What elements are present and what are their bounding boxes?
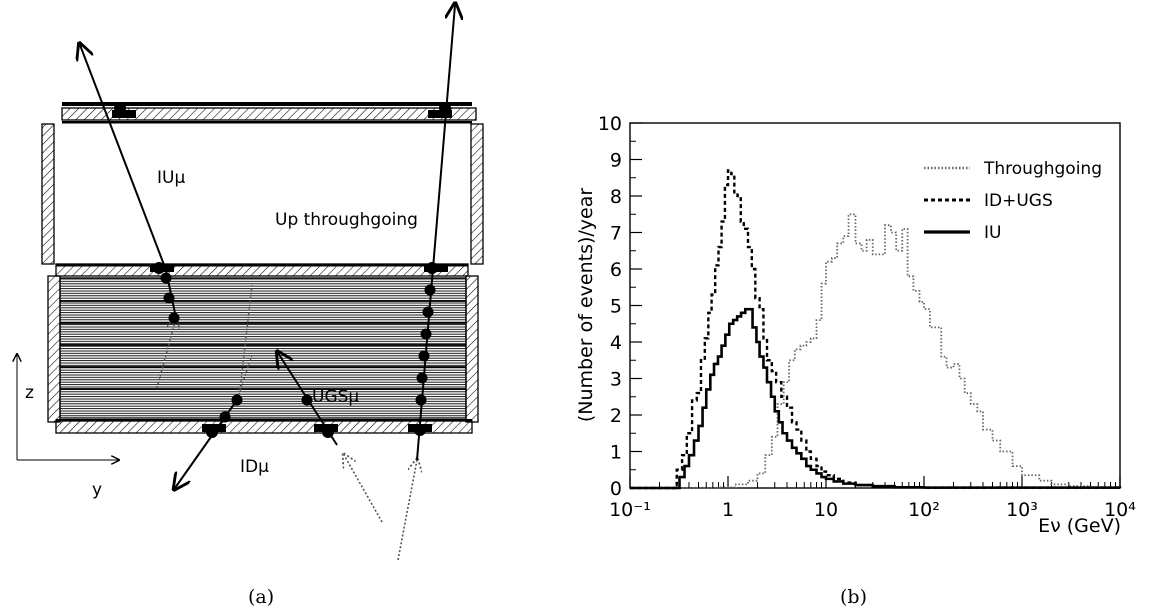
hit-dot	[231, 394, 243, 406]
y-tick-label: 9	[610, 150, 622, 172]
legend-label: ID+UGS	[984, 191, 1053, 211]
hit-dot	[439, 102, 451, 114]
top-bar-thick	[62, 102, 472, 106]
chart-ticks: 0 1 2 3 4 5 6 7 8 9 10 10⁻¹ 1 10 10² 10³ 10⁴	[598, 113, 1136, 521]
x-tick-label: 10	[814, 499, 838, 521]
legend-label: Throughgoing	[983, 159, 1102, 179]
x-tick-label: 10⁻¹	[609, 499, 651, 521]
energy-spectrum-chart: 0 1 2 3 4 5 6 7 8 9 10 10⁻¹ 1 10 10² 10³ 10⁴ Throughgoin…	[575, 113, 1136, 537]
hit-dot	[420, 328, 432, 340]
x-axis-label: Eν (GeV)	[1038, 515, 1121, 537]
left-upper-scintillator	[41, 123, 55, 265]
hit-dot	[416, 372, 428, 384]
series-iu	[630, 307, 1122, 490]
incoming-neutrino-right	[397, 460, 417, 561]
hit-dot	[168, 312, 180, 324]
x-tick-label: 10⁴	[1104, 499, 1136, 521]
x-tick-label: 10³	[1006, 499, 1038, 521]
bottom-bar	[56, 419, 472, 422]
absorber-lines	[60, 300, 466, 390]
hit-dot	[418, 350, 430, 362]
panel-a-caption: (a)	[248, 586, 275, 608]
y-tick-label: 3	[610, 369, 622, 391]
label-axis-z: z	[25, 383, 34, 403]
hit-dot	[414, 424, 426, 436]
track-up-throughgoing	[397, 5, 455, 561]
label-ugs-mu: UGSμ	[312, 387, 359, 407]
track-id	[175, 354, 253, 488]
label-up-throughgoing: Up throughgoing	[275, 210, 418, 230]
y-tick-label: 8	[610, 186, 622, 208]
hit-dot	[163, 292, 175, 304]
hit-dot	[301, 394, 313, 406]
interaction-dotted-left	[156, 318, 176, 389]
y-tick-label: 7	[610, 223, 622, 245]
x-tick-label: 1	[722, 499, 734, 521]
hit-dot	[322, 426, 334, 438]
muon-track-right	[416, 5, 455, 461]
top-bar-thin	[62, 121, 472, 124]
y-tick-label: 0	[610, 478, 622, 500]
hit-dot	[426, 262, 438, 274]
top-scintillator	[61, 107, 477, 121]
y-tick-label: 1	[610, 442, 622, 464]
chart-legend: Throughgoing ID+UGS IU	[924, 159, 1102, 243]
y-tick-label: 10	[598, 113, 622, 135]
y-tick-label: 6	[610, 259, 622, 281]
series-id-ugs	[630, 169, 1122, 490]
hit-marker	[428, 110, 452, 118]
left-lower-scintillator	[47, 275, 61, 423]
label-id-mu: IDμ	[240, 457, 269, 477]
legend-label: IU	[984, 223, 1001, 243]
hit-dot	[206, 426, 218, 438]
hit-dot	[153, 262, 165, 274]
hit-dot	[422, 306, 434, 318]
track-iu	[80, 45, 180, 389]
track-ugs	[278, 353, 383, 523]
y-tick-label: 4	[610, 332, 622, 354]
chart-series	[630, 169, 1122, 490]
right-upper-scintillator	[470, 123, 484, 265]
hit-marker	[112, 110, 136, 118]
x-tick-label: 10²	[908, 499, 940, 521]
label-iu-mu: IUμ	[157, 168, 185, 188]
neutrino-dotted-middle	[239, 284, 253, 391]
right-lower-scintillator	[465, 275, 479, 423]
coordinate-axes	[17, 355, 118, 460]
hit-dot	[160, 272, 172, 284]
lower-detector-body	[59, 277, 467, 419]
hit-dot	[415, 394, 427, 406]
label-axis-y: y	[92, 480, 102, 500]
incoming-neutrino-ugs	[344, 455, 383, 523]
panel-b-caption: (b)	[840, 586, 867, 608]
y-axis-label: (Number of events)/year	[575, 188, 597, 423]
y-tick-label: 5	[610, 296, 622, 318]
hit-dot	[114, 102, 126, 114]
hit-dot	[219, 411, 231, 423]
y-tick-label: 2	[610, 405, 622, 427]
detector-diagram: IUμ Up throughgoing UGSμ IDμ z y	[17, 5, 484, 561]
middle-bar	[56, 264, 468, 267]
series-throughgoing	[630, 213, 1121, 489]
hit-dot	[424, 284, 436, 296]
